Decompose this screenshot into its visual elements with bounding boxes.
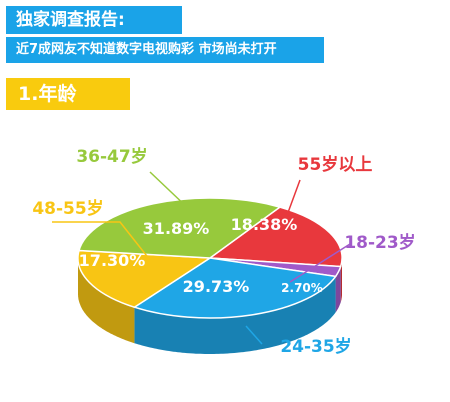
pie-slice-24-35: [132, 257, 337, 319]
legend-label-18-23: 18-23岁: [344, 232, 415, 253]
leader-line-36-47: [149, 171, 191, 211]
value-label-24-35: 29.73%: [183, 277, 250, 296]
legend-label-24-35: 24-35岁: [280, 336, 351, 357]
value-label-36-47: 31.89%: [143, 219, 210, 238]
pie-slice-55: [207, 206, 343, 268]
leader-line-55: [285, 179, 301, 219]
pie-slice-36-47: [78, 197, 282, 259]
legend-label-36-47: 36-47岁: [76, 146, 147, 167]
pie-side-24-35: [134, 276, 336, 354]
pie-side-18-23: [335, 266, 341, 313]
report-subtitle-banner: 近7成网友不知道数字电视购彩 市场尚未打开: [6, 37, 324, 63]
value-label-48-55: 17.30%: [79, 251, 146, 270]
section-title-age: 1.年龄: [6, 78, 130, 110]
pie-slice-48-55: [77, 249, 213, 309]
legend-label-48-55: 48-55岁: [32, 198, 103, 219]
value-label-18-23: 2.70%: [281, 281, 323, 295]
pie-side-48-55: [78, 258, 135, 344]
leader-line-48-55: [52, 221, 151, 261]
pie-side-55: [340, 258, 342, 303]
value-label-55: 18.38%: [231, 215, 298, 234]
report-title-banner: 独家调查报告:: [6, 6, 182, 34]
leader-line-24-35: [245, 325, 263, 345]
legend-label-55: 55岁以上: [298, 154, 373, 175]
leader-line-18-23: [289, 243, 351, 283]
